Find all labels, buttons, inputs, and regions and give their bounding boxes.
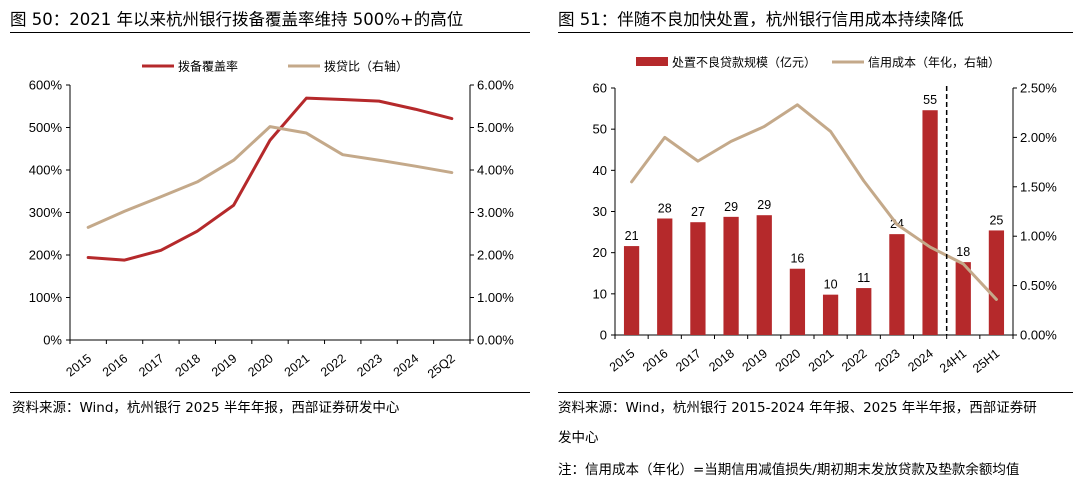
left-chart-container: 0% 100% 200% 300% 400% 500% 600% 0.00% 1.00% 2.00… <box>12 40 530 392</box>
x-tick-label: 2018 <box>706 346 737 374</box>
bar-data-label: 18 <box>956 245 970 259</box>
right-title-rule <box>558 32 1073 33</box>
x-tick-label: 2020 <box>773 346 804 374</box>
right-y-tick-label: 1.00% <box>1020 229 1057 244</box>
legend-label: 信用成本（年化，右轴） <box>868 55 1000 70</box>
right-y-tick-label: 2.50% <box>1020 81 1057 96</box>
x-tick-label: 2017 <box>136 351 167 379</box>
right-y-tick-label: 2.00% <box>477 248 514 263</box>
x-tick-label: 2016 <box>640 346 671 374</box>
right-source-line-1: 资料来源：Wind，杭州银行 2015-2024 年年报、2025 年半年报，西… <box>558 400 1037 416</box>
bar <box>889 234 905 335</box>
left-y-tick-label: 40 <box>593 163 607 178</box>
right-y-tick-label: 1.00% <box>477 290 514 305</box>
left-y-tick-label: 400% <box>29 163 63 178</box>
x-tick-label: 24H1 <box>937 346 969 375</box>
right-y-tick-label: 5.00% <box>477 120 514 135</box>
series-line <box>86 125 454 229</box>
left-y-tick-label: 0% <box>43 333 62 348</box>
right-y-tick-label: 2.00% <box>1020 130 1057 145</box>
series-line <box>630 103 998 301</box>
bar <box>822 294 839 335</box>
right-y-tick-label: 4.00% <box>477 163 514 178</box>
left-source-text: 资料来源：Wind，杭州银行 2025 半年年报，西部证券研发中心 <box>12 400 400 416</box>
bar <box>756 215 772 335</box>
right-y-tick-label: 0.50% <box>1020 278 1057 293</box>
left-chart-svg: 0% 100% 200% 300% 400% 500% 600% 0.00% 1.00% 2.00… <box>29 59 515 382</box>
bar <box>988 230 1005 335</box>
left-y-tick-label: 10 <box>593 286 607 301</box>
bar <box>922 110 938 335</box>
x-tick-label: 25H1 <box>970 346 1002 375</box>
x-tick-label: 2022 <box>318 351 349 379</box>
x-tick-label: 2019 <box>209 351 240 379</box>
bar-data-label: 27 <box>691 205 705 219</box>
bar <box>657 218 673 335</box>
x-tick-label: 2019 <box>740 346 771 374</box>
right-y-tick-label: 0.00% <box>477 333 514 348</box>
left-y-tick-label: 20 <box>593 245 607 260</box>
bar-data-label: 10 <box>824 278 838 292</box>
bar-data-label: 29 <box>757 198 771 212</box>
x-tick-label: 2018 <box>173 351 204 379</box>
bar-data-label: 55 <box>923 93 937 107</box>
left-y-tick-label: 600% <box>29 78 63 93</box>
left-y-tick-label: 300% <box>29 205 63 220</box>
bar-data-label: 11 <box>857 271 870 285</box>
right-y-tick-label: 1.50% <box>1020 179 1057 194</box>
left-source-rule <box>10 392 530 393</box>
left-title-rule <box>10 32 530 33</box>
x-tick-label: 2015 <box>607 346 638 374</box>
series-line <box>86 96 454 262</box>
x-tick-label: 2020 <box>245 351 276 379</box>
bar-data-label: 25 <box>989 213 1003 227</box>
left-y-tick-label: 500% <box>29 120 63 135</box>
x-tick-label: 2015 <box>63 351 94 379</box>
bar-data-label: 29 <box>724 200 738 214</box>
bar-data-label: 16 <box>790 252 804 266</box>
x-tick-label: 2021 <box>806 346 837 374</box>
bar <box>856 288 872 335</box>
x-tick-label: 25Q2 <box>425 351 458 381</box>
bar <box>723 216 739 335</box>
bar <box>789 268 806 335</box>
right-y-tick-label: 0.00% <box>1020 328 1057 343</box>
x-tick-label: 2023 <box>872 346 903 374</box>
right-y-tick-label: 3.00% <box>477 205 514 220</box>
legend-label: 拨贷比（右轴） <box>324 59 408 74</box>
left-y-tick-label: 50 <box>593 122 607 137</box>
right-chart-container: 0 10 20 30 40 50 60 0.00% 0.50% 1.00% 1.50% 2.00% 2.… <box>558 40 1068 392</box>
legend-label: 拨备覆盖率 <box>178 59 238 74</box>
x-tick-label: 2017 <box>673 346 704 374</box>
bar <box>955 262 971 335</box>
right-chart-svg: 0 10 20 30 40 50 60 0.00% 0.50% 1.00% 1.50% 2.00% 2.… <box>593 55 1058 376</box>
right-source-rule <box>558 392 1073 393</box>
x-tick-label: 2024 <box>391 351 422 379</box>
bar <box>690 222 706 335</box>
right-figure-title: 图 51：伴随不良加快处置，杭州银行信用成本持续降低 <box>558 10 964 29</box>
legend-swatch-bar <box>636 57 668 66</box>
right-source-line-2: 发中心 <box>558 430 599 446</box>
x-tick-label: 2016 <box>100 351 131 379</box>
bar-data-label: 21 <box>625 229 639 243</box>
left-figure-title: 图 50：2021 年以来杭州银行拨备覆盖率维持 500%+的高位 <box>10 10 464 29</box>
x-tick-label: 2022 <box>839 346 870 374</box>
bar-data-label: 28 <box>658 201 672 215</box>
right-note-text: 注：信用成本（年化）=当期信用减值损失/期初期末发放贷款及垫款余额均值 <box>558 462 1020 478</box>
x-tick-label: 2024 <box>905 346 936 374</box>
left-y-tick-label: 200% <box>29 248 63 263</box>
right-y-tick-label: 6.00% <box>477 78 514 93</box>
x-tick-label: 2021 <box>282 351 313 379</box>
left-y-tick-label: 0 <box>600 328 607 343</box>
bar <box>623 246 640 335</box>
left-y-tick-label: 60 <box>593 81 607 96</box>
legend-label: 处置不良贷款规模（亿元） <box>672 55 816 70</box>
left-y-tick-label: 30 <box>593 204 607 219</box>
x-tick-label: 2023 <box>354 351 385 379</box>
left-y-tick-label: 100% <box>29 290 63 305</box>
